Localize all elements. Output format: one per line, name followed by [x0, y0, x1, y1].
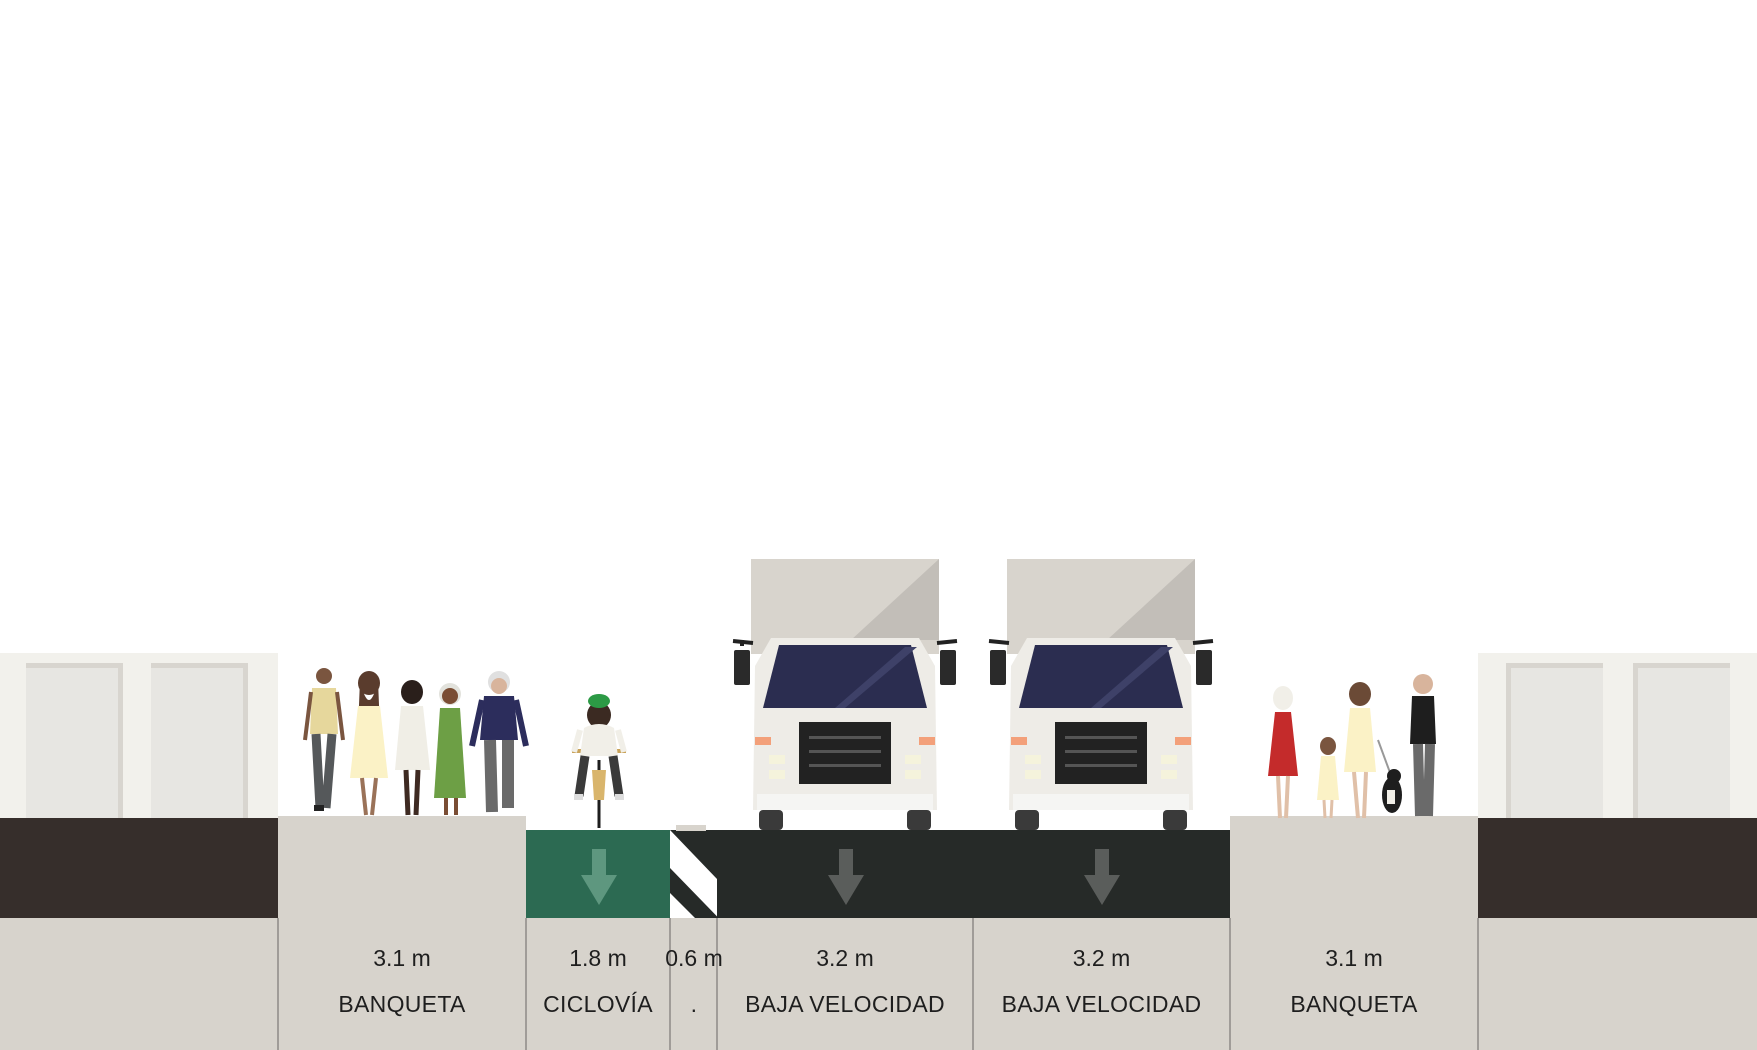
- segment-label-buffer[interactable]: 0.6 m .: [664, 0, 724, 1050]
- sidewalk-right: [1230, 816, 1478, 918]
- drive-lanes: [717, 830, 1230, 918]
- segment-width-label: 3.2 m: [1072, 945, 1131, 971]
- segment-width-label: 0.6 m: [665, 945, 723, 971]
- truck-icon: [732, 559, 958, 830]
- curb-left: [0, 818, 278, 918]
- lane-direction-arrow-icon: [581, 849, 617, 905]
- segment-name-label: BAJA VELOCIDAD: [745, 991, 945, 1017]
- segment-name-label: BANQUETA: [1290, 991, 1418, 1017]
- buffer-hatch-icon: [670, 825, 717, 918]
- lane-direction-arrow-icon: [1084, 849, 1120, 905]
- sidewalk-left: [278, 816, 526, 918]
- segment-label-sidewalk-right[interactable]: 3.1 m BANQUETA: [1230, 0, 1478, 1050]
- segment-label-sidewalk-left[interactable]: 3.1 m BANQUETA: [278, 0, 526, 1050]
- segment-name-label: CICLOVÍA: [543, 991, 653, 1017]
- building-left: [0, 653, 278, 918]
- segment-name-label: BAJA VELOCIDAD: [1001, 991, 1202, 1017]
- info-band: [0, 918, 1757, 1050]
- segment-name-label: .: [690, 991, 698, 1017]
- segment-width-label: 3.1 m: [373, 945, 431, 971]
- segment-dividers: [277, 918, 1479, 1050]
- segment-label-drive-lane-2[interactable]: 3.2 m BAJA VELOCIDAD: [973, 0, 1230, 1050]
- building-right: [1478, 653, 1757, 918]
- segment-label-bike-lane[interactable]: 1.8 m CICLOVÍA: [526, 0, 670, 1050]
- segment-width-label: 1.8 m: [569, 945, 627, 971]
- segment-label-drive-lane-1[interactable]: 3.2 m BAJA VELOCIDAD: [717, 0, 973, 1050]
- pedestrian-group-icon: [303, 668, 529, 816]
- truck-icon: [988, 559, 1214, 830]
- segment-width-label: 3.2 m: [816, 945, 874, 971]
- segment-width-label: 3.1 m: [1325, 945, 1383, 971]
- lane-direction-arrow-icon: [828, 849, 864, 905]
- cyclist-icon: [571, 694, 627, 828]
- bike-lane: [526, 830, 670, 918]
- pedestrian-with-dog-icon: [1268, 674, 1436, 819]
- segment-name-label: BANQUETA: [338, 991, 466, 1017]
- curb-right: [1478, 818, 1757, 918]
